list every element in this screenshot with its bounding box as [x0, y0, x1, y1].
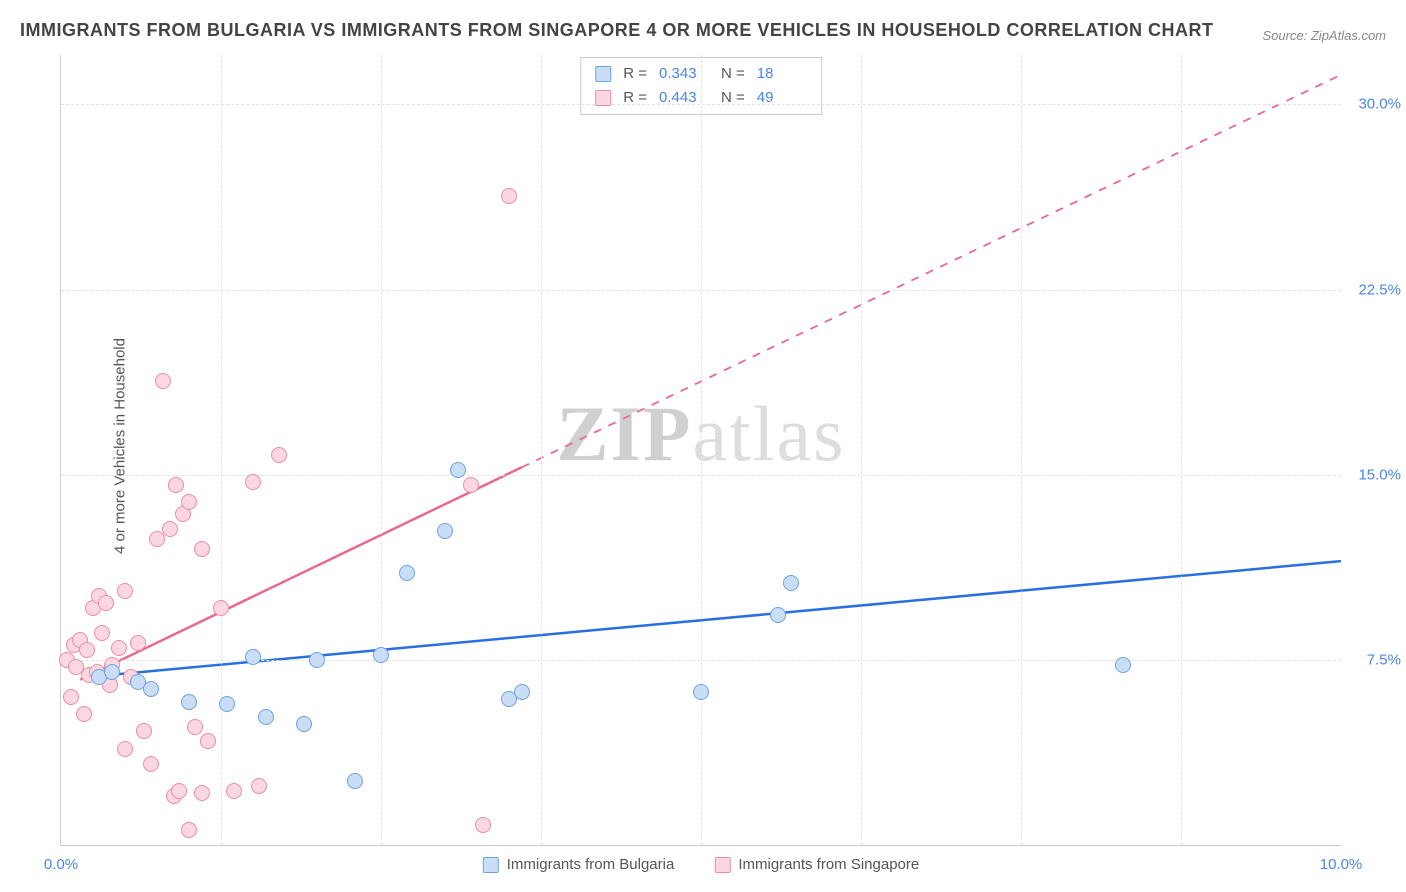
- scatter-point: [76, 706, 92, 722]
- gridline-vertical: [701, 55, 702, 845]
- scatter-point: [187, 719, 203, 735]
- r-label: R =: [623, 86, 647, 110]
- scatter-point: [194, 541, 210, 557]
- scatter-point: [79, 642, 95, 658]
- scatter-point: [162, 521, 178, 537]
- scatter-point: [296, 716, 312, 732]
- gridline-vertical: [541, 55, 542, 845]
- scatter-point: [181, 494, 197, 510]
- y-tick-label: 7.5%: [1346, 651, 1401, 668]
- scatter-point: [245, 474, 261, 490]
- legend-item-bulgaria: Immigrants from Bulgaria: [483, 856, 675, 873]
- scatter-point: [501, 188, 517, 204]
- swatch-bulgaria: [483, 857, 499, 873]
- scatter-point: [200, 733, 216, 749]
- gridline-vertical: [221, 55, 222, 845]
- n-label: N =: [721, 86, 745, 110]
- scatter-point: [226, 783, 242, 799]
- scatter-point: [117, 583, 133, 599]
- scatter-point: [251, 778, 267, 794]
- scatter-point: [514, 684, 530, 700]
- trend-line: [80, 467, 522, 679]
- scatter-point: [399, 565, 415, 581]
- scatter-point: [117, 741, 133, 757]
- scatter-point: [213, 600, 229, 616]
- scatter-point: [104, 664, 120, 680]
- n-value-bulgaria: 18: [757, 62, 807, 86]
- scatter-point: [770, 607, 786, 623]
- scatter-point: [219, 696, 235, 712]
- scatter-point: [475, 817, 491, 833]
- legend-label-bulgaria: Immigrants from Bulgaria: [507, 856, 675, 873]
- scatter-point: [136, 723, 152, 739]
- scatter-point: [130, 635, 146, 651]
- scatter-point: [271, 447, 287, 463]
- chart-container: IMMIGRANTS FROM BULGARIA VS IMMIGRANTS F…: [0, 0, 1406, 892]
- scatter-point: [98, 595, 114, 611]
- x-tick-label: 10.0%: [1320, 856, 1363, 873]
- scatter-point: [111, 640, 127, 656]
- swatch-bulgaria: [595, 66, 611, 82]
- scatter-point: [373, 647, 389, 663]
- scatter-point: [194, 785, 210, 801]
- swatch-singapore: [714, 857, 730, 873]
- scatter-point: [181, 822, 197, 838]
- scatter-point: [437, 523, 453, 539]
- trend-line: [522, 75, 1341, 468]
- scatter-point: [258, 709, 274, 725]
- scatter-point: [245, 649, 261, 665]
- scatter-point: [309, 652, 325, 668]
- y-tick-label: 15.0%: [1346, 466, 1401, 483]
- chart-title: IMMIGRANTS FROM BULGARIA VS IMMIGRANTS F…: [20, 20, 1214, 41]
- plot-area: ZIPatlas R = 0.343 N = 18 R = 0.443 N = …: [60, 55, 1341, 846]
- scatter-point: [155, 373, 171, 389]
- scatter-point: [693, 684, 709, 700]
- gridline-vertical: [1181, 55, 1182, 845]
- source-label: Source: ZipAtlas.com: [1262, 28, 1386, 43]
- scatter-point: [94, 625, 110, 641]
- scatter-point: [171, 783, 187, 799]
- x-tick-label: 0.0%: [44, 856, 78, 873]
- r-label: R =: [623, 62, 647, 86]
- scatter-point: [181, 694, 197, 710]
- gridline-vertical: [1021, 55, 1022, 845]
- y-tick-label: 22.5%: [1346, 281, 1401, 298]
- scatter-point: [63, 689, 79, 705]
- y-tick-label: 30.0%: [1346, 96, 1401, 113]
- scatter-point: [450, 462, 466, 478]
- scatter-point: [1115, 657, 1131, 673]
- gridline-vertical: [861, 55, 862, 845]
- gridline-vertical: [381, 55, 382, 845]
- legend-bottom: Immigrants from Bulgaria Immigrants from…: [483, 856, 919, 873]
- scatter-point: [143, 681, 159, 697]
- legend-item-singapore: Immigrants from Singapore: [714, 856, 919, 873]
- n-label: N =: [721, 62, 745, 86]
- scatter-point: [463, 477, 479, 493]
- scatter-point: [783, 575, 799, 591]
- scatter-point: [168, 477, 184, 493]
- scatter-point: [143, 756, 159, 772]
- legend-label-singapore: Immigrants from Singapore: [738, 856, 919, 873]
- scatter-point: [347, 773, 363, 789]
- n-value-singapore: 49: [757, 86, 807, 110]
